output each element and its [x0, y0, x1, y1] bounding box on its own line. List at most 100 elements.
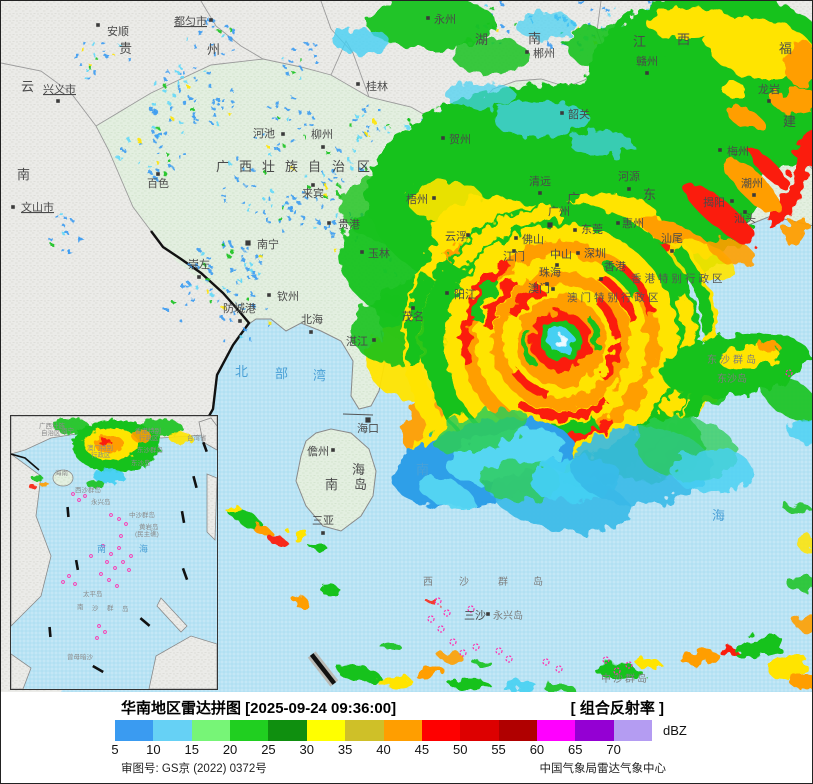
echo-blob — [794, 615, 812, 631]
speckle — [212, 25, 216, 29]
speckle — [192, 116, 196, 120]
speckle — [500, 1, 503, 6]
speckle — [252, 303, 256, 308]
inset-reef-mark — [124, 522, 128, 526]
speckle — [138, 142, 142, 146]
speckle — [299, 77, 303, 80]
speckle — [315, 218, 320, 221]
speckle — [75, 53, 79, 57]
speckle — [228, 36, 232, 41]
city-dot — [670, 249, 674, 253]
speckle — [195, 263, 199, 268]
speckle — [233, 269, 238, 272]
echo-blob — [749, 149, 789, 189]
speckle — [178, 71, 181, 75]
speckle — [330, 198, 334, 201]
speckle — [182, 71, 185, 75]
speckle — [77, 239, 82, 242]
city-dot — [466, 233, 470, 237]
inset-label: 南宁 — [61, 426, 75, 435]
province-label-char: 江 — [633, 34, 646, 49]
echo-blob — [788, 419, 812, 443]
speckle — [220, 51, 224, 55]
speckle — [85, 68, 88, 72]
colorbar-tick: 5 — [111, 742, 119, 757]
echo-blob — [449, 678, 489, 690]
south-china-sea-inset: 广西壮族 自治区 南宁 香港特别 行政区 台湾省 澳门特别 行政区 东沙群岛 东沙岛 海南 西沙群岛永… — [10, 415, 218, 690]
city-dot — [616, 221, 620, 225]
speckle — [212, 113, 216, 117]
speckle — [242, 248, 246, 251]
speckle — [92, 70, 97, 74]
speckle — [275, 117, 278, 120]
speckle — [223, 339, 226, 343]
speckle — [116, 155, 120, 160]
island-label: 沙 — [459, 576, 469, 588]
colorbar-cell — [460, 720, 499, 741]
city-dot — [560, 111, 564, 115]
city-dot — [551, 287, 555, 291]
city-dot — [96, 23, 100, 27]
city-dot — [576, 251, 580, 255]
speckle — [258, 272, 261, 276]
speckle — [324, 184, 328, 189]
inset-dash-segment — [181, 567, 189, 581]
speckle — [332, 220, 337, 224]
city-dot — [547, 222, 553, 228]
speckle — [360, 113, 365, 117]
speckle — [341, 228, 346, 233]
speckle — [188, 97, 191, 101]
speckle — [209, 265, 213, 269]
speckle — [287, 216, 291, 220]
echo-blob — [337, 665, 381, 683]
speckle — [305, 124, 308, 128]
echo-blob — [763, 377, 812, 421]
province-label-char: 南 — [17, 167, 30, 182]
inset-reef-mark — [117, 517, 121, 521]
speckle — [299, 58, 302, 62]
speckle — [126, 137, 131, 142]
sea-label-char: 海 — [712, 508, 725, 523]
city-label: 北海 — [301, 312, 323, 326]
speckle — [311, 125, 315, 128]
speckle — [67, 250, 70, 254]
city-label: 郴州 — [533, 46, 555, 60]
speckle — [49, 237, 53, 242]
echo-blob — [225, 505, 241, 513]
city-dot — [645, 71, 649, 75]
speckle — [375, 126, 379, 130]
inset-reef-marks — [61, 492, 133, 640]
speckle — [266, 218, 270, 223]
speckle — [89, 63, 92, 67]
city-label: 钦州 — [277, 290, 299, 303]
speckle — [605, 8, 609, 12]
reef-mark — [785, 369, 793, 377]
speckle — [577, 1, 582, 4]
echo-blob — [493, 101, 589, 137]
speckle — [249, 262, 253, 267]
speckle — [152, 126, 156, 130]
speckle — [321, 171, 325, 174]
speckle — [156, 151, 159, 154]
speckle — [243, 328, 247, 332]
inset-echo-blob — [139, 419, 183, 437]
city-dot — [356, 82, 360, 86]
city-dot — [718, 148, 722, 152]
speckle — [151, 130, 155, 134]
inset-label: 群 — [107, 603, 114, 612]
speckle — [198, 248, 202, 252]
inset-label: (民主礁) — [135, 529, 159, 538]
speckle — [266, 308, 269, 311]
colorbar-tick: 55 — [491, 742, 506, 757]
speckle — [159, 145, 164, 150]
echo-blob — [637, 659, 661, 669]
inset-label: 广西壮族 — [39, 421, 66, 430]
speckle — [179, 121, 184, 124]
speckle — [204, 263, 207, 268]
speckle — [122, 148, 126, 152]
speckle — [209, 299, 213, 303]
speckle — [269, 153, 272, 157]
island-label: 岛 — [533, 575, 543, 588]
speckle — [335, 213, 339, 218]
inset-echo-blob — [118, 460, 134, 468]
